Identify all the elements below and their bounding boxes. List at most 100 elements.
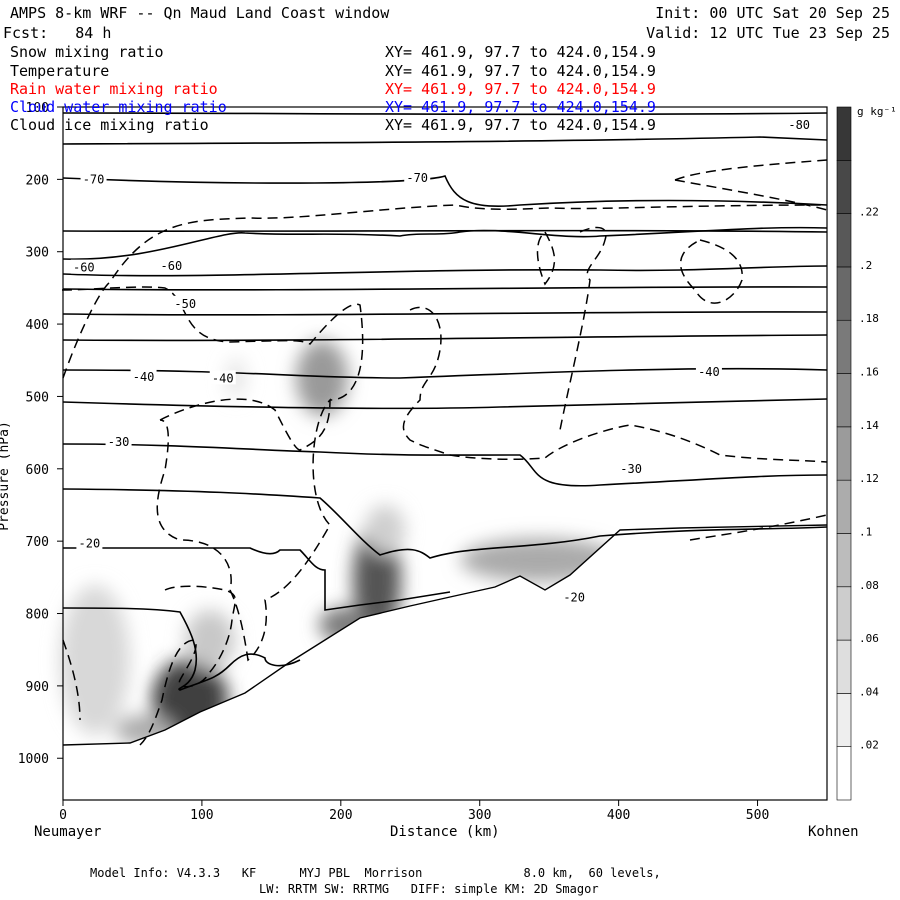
colorbar-tick-label: .06 [859, 632, 879, 645]
cloud-ice-upper-blob [296, 340, 348, 416]
chart-title: AMPS 8-km WRF -- Qn Maud Land Coast wind… [10, 4, 390, 22]
snow-contour-line [674, 159, 828, 181]
isotherm-line [62, 226, 828, 260]
snow-contour-line [674, 179, 828, 211]
snow-contours [61, 159, 828, 746]
colorbar-cell [836, 319, 852, 374]
colorbar-cell [836, 586, 852, 641]
y-tick-label: 600 [26, 463, 49, 478]
colorbar-tick-label: .1 [859, 525, 872, 538]
plot-frame [62, 106, 828, 801]
colorbar-tick-label: .22 [859, 206, 879, 219]
forecast-hour: Fcst: 84 h [3, 24, 112, 42]
colorbar-cell [836, 746, 852, 801]
colorbar-cell [836, 106, 852, 161]
isotherm-label: -70 [83, 172, 105, 186]
isotherm-label-bg [561, 589, 588, 604]
colorbar-cell [836, 266, 852, 321]
isotherm-line [62, 229, 828, 233]
colorbar-cell [836, 213, 852, 268]
cloud-ice-left-blob [60, 585, 130, 735]
y-tick-label: 500 [26, 390, 49, 405]
isotherm-label-bg [158, 258, 185, 273]
snow-contour-line [62, 204, 828, 379]
snow-contour-line [402, 306, 828, 463]
isotherm-line [62, 547, 451, 611]
y-tick-label: 300 [26, 246, 49, 261]
colorbar-tick-label: .02 [859, 739, 879, 752]
isotherm-line [62, 443, 828, 487]
colorbar-cell [836, 160, 852, 214]
legend-rain-name: Rain water mixing ratio [10, 80, 218, 98]
colorbar-tick-label: .04 [859, 685, 879, 698]
y-tick-label: 900 [26, 680, 49, 695]
snow-contour-line [536, 231, 556, 286]
x-tick-label: 200 [329, 808, 352, 823]
isotherm-line [62, 136, 828, 145]
x-tick-label: 100 [190, 808, 213, 823]
isotherm-line [62, 488, 828, 559]
valid-time: Valid: 12 UTC Tue 23 Sep 25 [646, 24, 890, 42]
snow-contour-line [689, 514, 828, 541]
isotherm-line [62, 334, 828, 342]
x-tick-label: 500 [746, 808, 769, 823]
init-time: Init: 00 UTC Sat 20 Sep 25 [655, 4, 890, 22]
y-tick-label: 100 [26, 101, 49, 116]
footer-model-info: Model Info: V4.3.3 KF MYJ PBL Morrison 8… [90, 866, 661, 880]
colorbar-tick-label: .08 [859, 579, 879, 592]
colorbar-cell [836, 693, 852, 747]
x-tick-label: 400 [607, 808, 630, 823]
snow-contour-line [139, 585, 236, 746]
left-station-label: Neumayer [34, 824, 102, 840]
colorbar-cell [836, 426, 852, 481]
y-tick-label: 200 [26, 173, 49, 188]
isotherm-label-bg [695, 363, 722, 378]
isotherm-line [62, 112, 828, 116]
isotherm-label: -20 [79, 536, 101, 550]
colorbar-tick-label: .14 [859, 419, 879, 432]
cloud-ice-top-blob [365, 505, 405, 555]
colorbar-cell [836, 479, 852, 534]
snow-contour-line [679, 239, 743, 304]
colorbar-tick-label: .18 [859, 312, 879, 325]
isotherm-label-bg [130, 368, 157, 383]
isotherm-label: -60 [161, 259, 183, 273]
isotherm-label-bg [80, 171, 107, 186]
x-tick-label: 300 [468, 808, 491, 823]
isotherm-label: -70 [406, 171, 428, 185]
isotherm-label: -20 [563, 591, 585, 605]
terrain-surface-line [62, 524, 828, 746]
isotherm-label: -40 [212, 371, 234, 385]
isotherm-line [62, 286, 828, 291]
cloud-ice-shading [60, 340, 620, 745]
colorbar-cell [836, 373, 852, 428]
isotherm-label-bg [404, 169, 431, 184]
cloud-ice-small-blob [226, 358, 246, 398]
y-tick-label: 400 [26, 318, 49, 333]
x-axis-label: Distance (km) [390, 824, 500, 840]
isotherm-label: -40 [133, 370, 155, 384]
colorbar-tick-label: .2 [859, 259, 872, 272]
isotherm-label-bg [618, 460, 645, 475]
isotherm-label-bg [70, 259, 97, 274]
legend-temperature-name: Temperature [10, 62, 110, 80]
terrain-mask [63, 525, 827, 800]
colorbar-tick-label: .16 [859, 366, 879, 379]
isotherm-label: -30 [108, 435, 130, 449]
right-station-label: Kohnen [808, 824, 859, 840]
snow-contour-line [62, 639, 81, 721]
y-tick-label: 800 [26, 608, 49, 623]
isotherm-line [62, 175, 828, 208]
isotherm-line [62, 265, 828, 277]
legend-cloudwater-name: Cloud water mixing ratio [10, 98, 227, 116]
isotherm-line [62, 607, 301, 691]
legend-snow-xy: XY= 461.9, 97.7 to 424.0,154.9 [385, 43, 656, 61]
colorbar-tick-label: .12 [859, 472, 879, 485]
colorbar-cell [836, 639, 852, 694]
footer-physics-info: LW: RRTM SW: RRTMG DIFF: simple KM: 2D S… [259, 882, 599, 896]
snow-contour-line [156, 398, 331, 662]
isotherm-label-bg [172, 295, 199, 310]
isotherm-label: -40 [698, 365, 720, 379]
legend-rain-xy: XY= 461.9, 97.7 to 424.0,154.9 [385, 80, 656, 98]
